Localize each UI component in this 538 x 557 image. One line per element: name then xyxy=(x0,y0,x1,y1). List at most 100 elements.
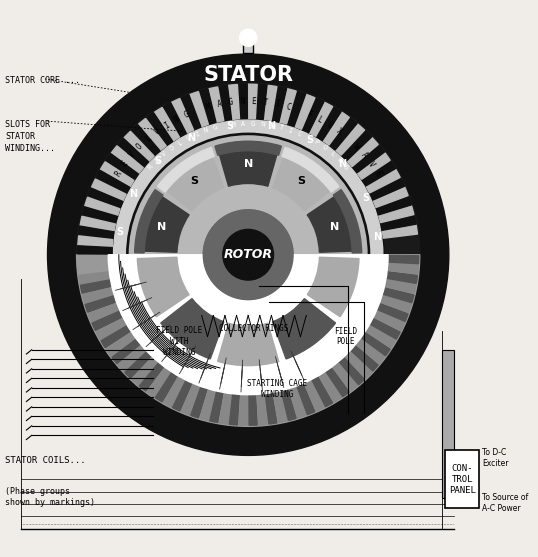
Text: STATOR CORE ...: STATOR CORE ... xyxy=(5,76,80,85)
Wedge shape xyxy=(132,354,161,385)
Wedge shape xyxy=(96,170,130,193)
Text: E: E xyxy=(154,157,161,164)
Wedge shape xyxy=(373,302,408,321)
Wedge shape xyxy=(265,389,277,424)
Circle shape xyxy=(47,54,449,456)
Wedge shape xyxy=(139,360,166,391)
Wedge shape xyxy=(377,294,412,312)
Text: FIELD
POLE: FIELD POLE xyxy=(334,327,357,346)
Text: N: N xyxy=(260,121,265,128)
Wedge shape xyxy=(273,387,288,423)
Wedge shape xyxy=(217,144,279,186)
Wedge shape xyxy=(363,162,395,186)
Wedge shape xyxy=(78,236,113,247)
Wedge shape xyxy=(80,216,116,231)
Text: L: L xyxy=(316,114,324,125)
Wedge shape xyxy=(336,354,365,385)
Wedge shape xyxy=(154,108,180,141)
Text: S: S xyxy=(306,135,313,145)
Wedge shape xyxy=(366,169,400,193)
Wedge shape xyxy=(215,354,281,368)
Text: T: T xyxy=(278,125,284,131)
Wedge shape xyxy=(112,337,143,364)
Wedge shape xyxy=(161,299,224,359)
Wedge shape xyxy=(257,85,267,119)
Wedge shape xyxy=(381,216,416,230)
Wedge shape xyxy=(379,287,414,302)
Wedge shape xyxy=(358,330,390,356)
Wedge shape xyxy=(383,225,417,238)
Text: V: V xyxy=(161,150,168,158)
Wedge shape xyxy=(210,388,224,423)
Text: N: N xyxy=(129,188,137,198)
Wedge shape xyxy=(295,380,315,414)
Text: S: S xyxy=(342,164,349,170)
Wedge shape xyxy=(353,146,384,173)
Text: I: I xyxy=(194,130,200,138)
Text: CON-
TROL
PANEL: CON- TROL PANEL xyxy=(449,463,476,495)
Wedge shape xyxy=(288,91,306,126)
Wedge shape xyxy=(249,391,257,426)
Wedge shape xyxy=(303,377,325,411)
Text: ROTOR: ROTOR xyxy=(224,248,273,261)
Wedge shape xyxy=(106,154,138,179)
Wedge shape xyxy=(381,278,416,293)
Wedge shape xyxy=(79,226,114,238)
Text: N: N xyxy=(338,159,346,169)
Wedge shape xyxy=(173,377,194,411)
Text: N: N xyxy=(330,222,339,232)
Text: S: S xyxy=(190,176,199,186)
Text: N: N xyxy=(240,97,245,106)
Wedge shape xyxy=(125,349,154,378)
Text: G: G xyxy=(251,121,255,127)
Wedge shape xyxy=(288,383,307,418)
Wedge shape xyxy=(134,189,163,253)
Text: I: I xyxy=(274,100,280,109)
Text: L: L xyxy=(328,150,335,158)
Wedge shape xyxy=(273,299,336,359)
Wedge shape xyxy=(190,91,208,127)
Text: R: R xyxy=(114,169,123,178)
Text: FIELD POLE
WITH
WINDING: FIELD POLE WITH WINDING xyxy=(157,326,203,358)
Wedge shape xyxy=(310,373,332,407)
Text: S: S xyxy=(362,193,369,203)
Wedge shape xyxy=(264,85,277,120)
Wedge shape xyxy=(96,316,130,340)
Bar xyxy=(243,37,253,53)
Wedge shape xyxy=(191,383,208,418)
Text: E: E xyxy=(373,169,383,178)
Circle shape xyxy=(240,30,257,46)
Text: M: M xyxy=(231,121,236,128)
Wedge shape xyxy=(132,125,160,155)
Text: N: N xyxy=(373,232,381,242)
Wedge shape xyxy=(106,330,139,356)
Wedge shape xyxy=(363,323,396,348)
Wedge shape xyxy=(307,257,359,317)
Text: S: S xyxy=(298,176,306,186)
Wedge shape xyxy=(377,197,411,215)
Wedge shape xyxy=(353,336,385,364)
Wedge shape xyxy=(379,206,414,223)
Wedge shape xyxy=(295,95,315,129)
Wedge shape xyxy=(164,373,187,407)
Wedge shape xyxy=(239,391,248,426)
Text: W: W xyxy=(352,142,362,152)
Wedge shape xyxy=(282,317,339,362)
Text: STATOR: STATOR xyxy=(203,65,293,85)
Wedge shape xyxy=(342,348,372,378)
Text: To D-C
Exciter: To D-C Exciter xyxy=(482,448,508,468)
Wedge shape xyxy=(282,148,339,192)
Text: S: S xyxy=(154,156,161,166)
Wedge shape xyxy=(80,279,116,293)
Wedge shape xyxy=(82,287,118,304)
Wedge shape xyxy=(134,257,163,320)
Wedge shape xyxy=(307,257,359,317)
Circle shape xyxy=(223,229,273,280)
Wedge shape xyxy=(228,85,239,119)
Wedge shape xyxy=(384,262,419,273)
Text: N: N xyxy=(187,133,195,143)
Text: N: N xyxy=(172,114,181,125)
Text: O: O xyxy=(169,144,175,152)
Wedge shape xyxy=(303,99,324,133)
Text: E: E xyxy=(251,97,257,106)
